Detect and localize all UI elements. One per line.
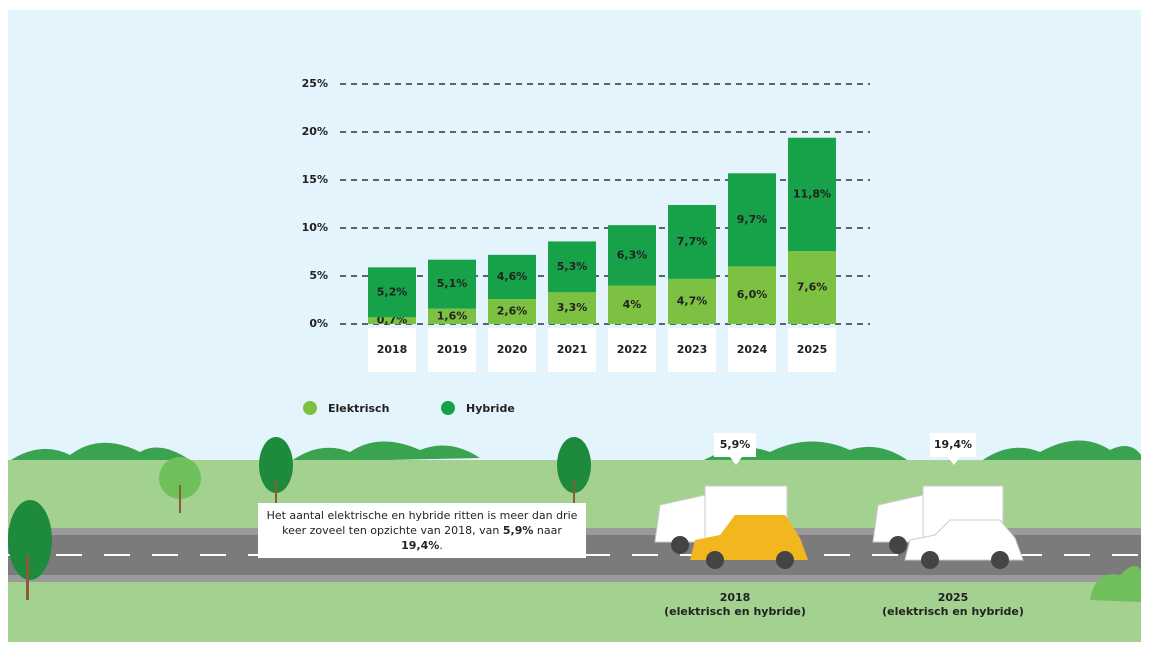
bar-segment: [428, 308, 476, 324]
caption-note: (elektrisch en hybride): [882, 605, 1024, 618]
bubble: 19,4%: [930, 433, 976, 465]
value-label: 7,6%: [797, 281, 828, 294]
bush: [980, 440, 1141, 462]
bar-segment: [368, 317, 416, 324]
x-tick-label: 2023: [677, 343, 708, 356]
tree-trunk: [275, 480, 277, 510]
category-box: [668, 328, 716, 372]
value-label: 3,3%: [557, 301, 588, 314]
x-tick-label: 2024: [737, 343, 768, 356]
callout-value: 5,9%: [502, 524, 534, 537]
bar-segment: [368, 267, 416, 318]
category-box: [548, 328, 596, 372]
x-tick-label: 2019: [437, 343, 468, 356]
tree: [557, 437, 591, 493]
x-tick-label: 2018: [377, 343, 408, 356]
y-tick-label: 5%: [309, 269, 328, 282]
tree: [159, 457, 201, 499]
value-label: 4%: [623, 298, 642, 311]
tree-trunk: [26, 555, 29, 600]
value-label: 4,7%: [677, 294, 708, 307]
category-box: [488, 328, 536, 372]
bar-segment: [728, 266, 776, 324]
bar-segment: [788, 137, 836, 252]
bubble-label: 5,9%: [720, 438, 751, 451]
bar-segment: [728, 173, 776, 267]
car: [690, 515, 808, 569]
caption-year: 2018: [720, 591, 751, 604]
value-label: 5,3%: [557, 260, 588, 273]
tree-trunk: [573, 480, 575, 510]
bar-segment: [428, 259, 476, 309]
caption-note: (elektrisch en hybride): [664, 605, 806, 618]
y-tick-label: 15%: [302, 173, 328, 186]
bar-segment: [608, 285, 656, 324]
tree: [259, 437, 293, 493]
y-tick-label: 0%: [309, 317, 328, 330]
y-tick-label: 10%: [302, 221, 328, 234]
category-box: [428, 328, 476, 372]
bar-segment: [548, 292, 596, 324]
value-label: 5,1%: [437, 277, 468, 290]
callout-text: .: [439, 539, 443, 552]
bubble-label: 19,4%: [934, 438, 972, 451]
bar-segment: [608, 225, 656, 286]
bush: [290, 441, 480, 462]
value-label: 9,7%: [737, 213, 768, 226]
callout-text: Het aantal elektrische en hybride ritten…: [266, 509, 578, 537]
legend-label: Elektrisch: [328, 402, 389, 415]
value-label: 11,8%: [793, 187, 831, 200]
value-label: 1,6%: [437, 309, 468, 322]
bush: [1090, 566, 1141, 602]
bubble: 5,9%: [714, 433, 756, 465]
value-label: 4,6%: [497, 270, 528, 283]
scenery: [8, 437, 1141, 642]
bar-segment: [488, 254, 536, 300]
callout: Het aantal elektrische en hybride ritten…: [258, 503, 586, 558]
value-label: 7,7%: [677, 235, 708, 248]
y-tick-label: 20%: [302, 125, 328, 138]
callout-text: naar: [533, 524, 562, 537]
bar-segment: [548, 241, 596, 293]
value-label: 6,3%: [617, 248, 648, 261]
tree: [8, 500, 52, 580]
car: [904, 519, 1024, 569]
category-box: [788, 328, 836, 372]
x-tick-label: 2020: [497, 343, 528, 356]
bar-segment: [788, 251, 836, 324]
caption-year: 2025: [938, 591, 969, 604]
value-label: 6,0%: [737, 288, 768, 301]
category-box: [728, 328, 776, 372]
x-tick-label: 2022: [617, 343, 648, 356]
category-box: [368, 328, 416, 372]
legend-swatch: [303, 401, 317, 415]
value-label: 2,6%: [497, 305, 528, 318]
category-box: [608, 328, 656, 372]
value-label: 5,2%: [377, 285, 408, 298]
bar-segment: [668, 278, 716, 324]
bar-segment: [668, 204, 716, 279]
tree-trunk: [179, 485, 181, 513]
callout-value: 19,4%: [401, 539, 440, 552]
x-tick-label: 2025: [797, 343, 828, 356]
legend-label: Hybride: [466, 402, 515, 415]
legend-swatch: [441, 401, 455, 415]
y-tick-label: 25%: [302, 77, 328, 90]
x-tick-label: 2021: [557, 343, 588, 356]
bar-segment: [488, 299, 536, 324]
